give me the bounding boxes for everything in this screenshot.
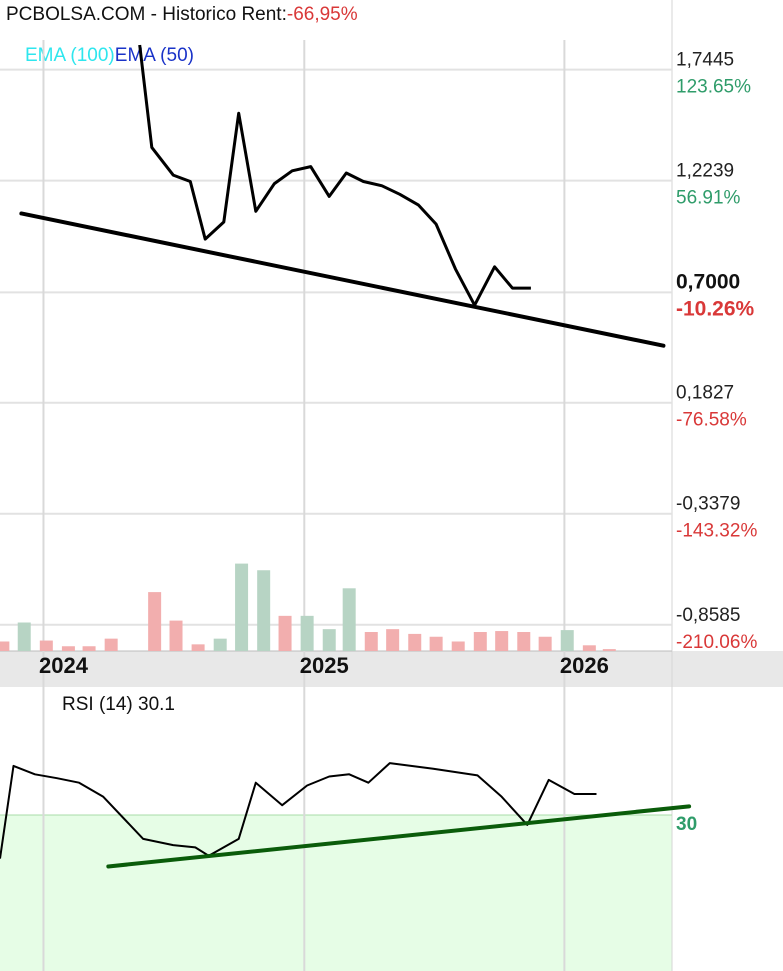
rsi-oversold-zone xyxy=(0,815,672,971)
price-tick-label: 1,2239 xyxy=(676,161,734,182)
volume-bar xyxy=(61,646,75,651)
price-line xyxy=(138,44,531,307)
price-tick-label: -0,8585 xyxy=(676,605,740,626)
rsi-trendline xyxy=(106,804,692,869)
volume-bar xyxy=(0,641,10,651)
volume-bar xyxy=(148,592,162,651)
rsi-level-label: 30 xyxy=(676,814,697,835)
percent-tick-label: 56.91% xyxy=(676,188,741,209)
rent-label: Rent: xyxy=(241,4,287,25)
volume-bar xyxy=(322,629,336,651)
price-tick-label: 1,7445 xyxy=(676,50,734,71)
percent-tick-label: -76.58% xyxy=(676,410,747,431)
volume-bar xyxy=(300,615,314,651)
time-axis-band xyxy=(0,651,783,687)
volume-bar xyxy=(582,645,596,651)
volume-bar xyxy=(495,631,509,651)
volume-bar xyxy=(104,638,118,651)
volume-bar xyxy=(364,632,378,651)
price-series xyxy=(19,44,666,348)
header-separator: - xyxy=(150,4,157,25)
volume-bar xyxy=(602,649,616,651)
volume-bar xyxy=(257,570,271,651)
year-gridlines xyxy=(42,40,566,971)
price-tick-label: 0,1827 xyxy=(676,383,734,404)
volume-bar xyxy=(408,633,422,651)
rsi-title: RSI (14) 30.1 xyxy=(62,694,175,715)
ema50-legend[interactable]: EMA (50) xyxy=(114,45,194,66)
volume-bar xyxy=(39,640,53,651)
volume-bar xyxy=(82,646,96,651)
volume-bar xyxy=(191,644,205,651)
volume-bar xyxy=(235,563,249,651)
volume-bars xyxy=(0,563,616,651)
price-axis-labels: 1,7445 123.65% 1,2239 56.91% 0,7000 -10.26% 0,… xyxy=(676,50,757,653)
percent-tick-label: -143.32% xyxy=(676,521,757,542)
percent-tick-label: -210.06% xyxy=(676,632,757,653)
ema-legend: EMA (100)EMA (50) xyxy=(25,45,194,67)
year-tick-label: 2026 xyxy=(560,653,609,678)
volume-bar xyxy=(386,629,400,651)
percent-tick-label: 123.65% xyxy=(676,77,751,98)
rsi-series xyxy=(0,762,692,869)
volume-bar xyxy=(560,630,574,651)
header: PCBOLSA.COM - Historico Rent:-66,95% xyxy=(6,4,358,26)
ema100-legend[interactable]: EMA (100) xyxy=(25,45,115,66)
volume-bar xyxy=(429,636,443,651)
volume-bar xyxy=(473,632,487,651)
price-tick-label: -0,3379 xyxy=(676,494,740,515)
rent-value: -66,95% xyxy=(286,4,358,25)
volume-bar xyxy=(538,636,552,651)
site-name[interactable]: PCBOLSA.COM xyxy=(6,4,146,25)
volume-bar xyxy=(213,638,227,651)
volume-bar xyxy=(278,615,292,651)
price-gridlines xyxy=(0,68,672,626)
price-tick-label: 0,7000 xyxy=(676,270,740,293)
volume-bar xyxy=(342,588,356,651)
year-tick-label: 2025 xyxy=(300,653,349,678)
price-trendline xyxy=(19,211,666,348)
year-labels: 2024 2025 2026 xyxy=(39,653,609,678)
section-title: Historico xyxy=(162,4,237,25)
rsi-line xyxy=(0,762,597,859)
volume-bar xyxy=(517,632,531,651)
volume-bar xyxy=(17,622,31,651)
volume-bar xyxy=(451,641,465,651)
volume-bar xyxy=(169,620,183,651)
percent-tick-label: -10.26% xyxy=(676,297,755,320)
year-tick-label: 2024 xyxy=(39,653,89,678)
